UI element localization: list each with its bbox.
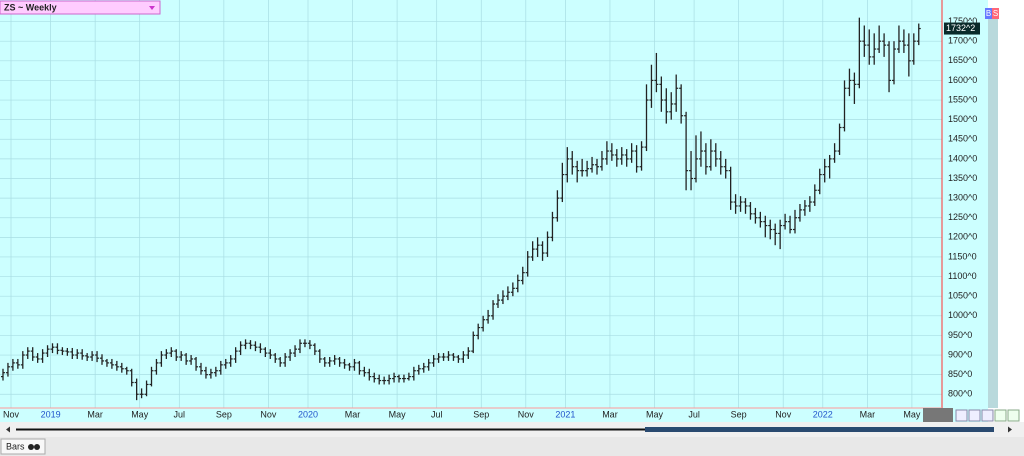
- axis-buttons: [955, 409, 1020, 422]
- y-tick-label: 900^0: [948, 349, 972, 359]
- x-tick-label: Nov: [518, 409, 535, 419]
- zoom-button[interactable]: [1007, 409, 1020, 422]
- y-tick-label: 1450^0: [948, 134, 977, 144]
- y-tick-label: 1150^0: [948, 251, 977, 261]
- x-tick-label: Jul: [174, 409, 186, 419]
- y-tick-label: 1550^0: [948, 94, 977, 104]
- x-tick-label: Nov: [260, 409, 277, 419]
- zoom-button[interactable]: [955, 409, 968, 422]
- x-tick-label: 2020: [298, 409, 318, 419]
- y-tick-label: 950^0: [948, 330, 972, 340]
- x-tick-label: Mar: [602, 409, 618, 419]
- price-axis: [942, 0, 988, 422]
- y-tick-label: 1100^0: [948, 271, 977, 281]
- x-tick-label: Sep: [216, 409, 232, 419]
- x-tick-label: Mar: [345, 409, 361, 419]
- x-tick-label: Sep: [731, 409, 747, 419]
- last-price-label: 1732^2: [946, 23, 975, 33]
- bars-tab[interactable]: [0, 438, 46, 455]
- buy-label: B: [986, 9, 991, 18]
- bars: [1, 17, 921, 401]
- zoom-button[interactable]: [968, 409, 981, 422]
- scroll-left[interactable]: [6, 426, 10, 433]
- x-tick-label: Mar: [860, 409, 876, 419]
- x-tick-label: May: [646, 409, 664, 419]
- plot-area: [0, 0, 942, 408]
- symbol-title: ZS ~ Weekly: [4, 2, 57, 12]
- dropdown-arrow: [149, 6, 155, 10]
- y-tick-label: 850^0: [948, 369, 972, 379]
- y-tick-label: 1250^0: [948, 212, 977, 222]
- x-tick-label: Sep: [473, 409, 489, 419]
- tab-bar: [0, 437, 1024, 456]
- y-tick-label: 1750^0: [948, 16, 977, 26]
- x-tick-label: Nov: [775, 409, 792, 419]
- tab-label: Bars: [6, 441, 25, 451]
- x-tick-label: Nov: [3, 409, 20, 419]
- scroll-right[interactable]: [1008, 426, 1012, 433]
- y-tick-label: 1000^0: [948, 310, 977, 320]
- axis-corner: [923, 408, 953, 422]
- y-tick-label: 1500^0: [948, 114, 977, 124]
- zoom-button[interactable]: [994, 409, 1007, 422]
- y-tick-label: 1700^0: [948, 36, 977, 46]
- tab-icon: [28, 444, 34, 450]
- x-tick-label: 2021: [555, 409, 575, 419]
- symbol-dropdown[interactable]: [0, 0, 161, 15]
- last-price-box: [944, 22, 980, 35]
- x-tick-label: 2022: [813, 409, 833, 419]
- y-tick-label: 1200^0: [948, 232, 977, 242]
- scroll-thumb[interactable]: [645, 427, 994, 432]
- y-tick-label: 1050^0: [948, 291, 977, 301]
- price-scroll: [988, 14, 998, 408]
- y-tick-label: 800^0: [948, 389, 972, 399]
- zoom-button[interactable]: [981, 409, 994, 422]
- y-tick-label: 1650^0: [948, 55, 977, 65]
- y-tick-label: 1300^0: [948, 192, 977, 202]
- time-axis: [0, 408, 942, 422]
- sell-label: S: [993, 9, 998, 18]
- y-tick-label: 1350^0: [948, 173, 977, 183]
- buy-button[interactable]: [985, 8, 992, 19]
- x-tick-label: Jul: [431, 409, 443, 419]
- x-tick-label: May: [903, 409, 921, 419]
- x-tick-label: Jul: [688, 409, 700, 419]
- x-tick-label: Mar: [87, 409, 103, 419]
- sell-button[interactable]: [992, 8, 999, 19]
- x-tick-label: May: [389, 409, 407, 419]
- y-tick-label: 1600^0: [948, 75, 977, 85]
- x-tick-label: May: [131, 409, 149, 419]
- x-tick-label: 2019: [41, 409, 61, 419]
- y-tick-label: 1400^0: [948, 153, 977, 163]
- tab-icon: [34, 444, 40, 450]
